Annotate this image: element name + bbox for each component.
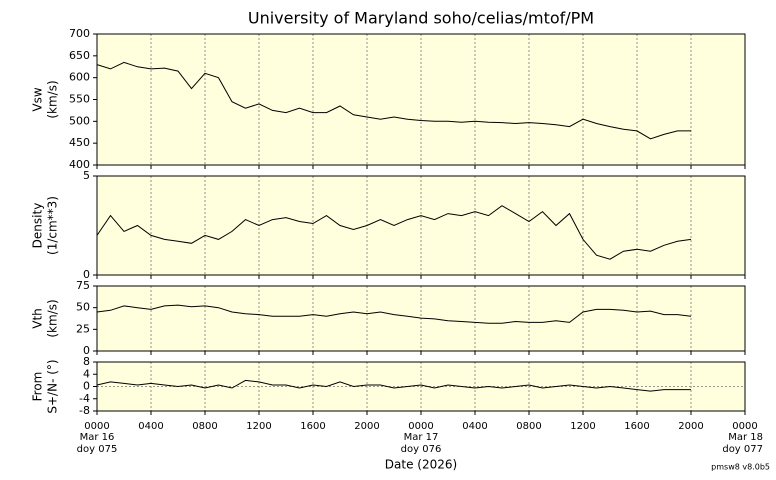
data-line: [96, 304, 692, 324]
doy-label: doy 076: [401, 444, 442, 455]
x-tick-label: 1200: [246, 421, 271, 432]
data-line: [96, 379, 691, 392]
y-tick-label: 50: [76, 301, 90, 314]
y-axis-label: From: [31, 372, 45, 402]
y-tick-label: 4: [83, 367, 90, 380]
x-tick-label: 0000: [408, 421, 433, 432]
data-line: [96, 205, 692, 260]
y-tick-label: 5: [83, 169, 90, 182]
panel-frame: [96, 285, 746, 352]
date-label: Mar 17: [404, 432, 439, 443]
x-tick-label: 2000: [354, 421, 379, 432]
y-tick-label: 550: [69, 93, 90, 106]
y-tick-label: 0: [83, 268, 90, 281]
x-tick-label: 0800: [516, 421, 541, 432]
panel-frame: [96, 361, 746, 412]
x-tick-label: 0400: [462, 421, 487, 432]
x-tick-label: 1600: [624, 421, 649, 432]
x-tick-label: 0400: [138, 421, 163, 432]
footer: pmsw8 v8.0b5: [711, 463, 770, 472]
y-axis-label: S+/N- (°): [46, 359, 60, 413]
y-tick-label: 450: [69, 136, 90, 149]
y-axis-label: Vsw: [31, 87, 45, 111]
y-axis-label: (1/cm**3): [46, 196, 60, 255]
panel-frame: [96, 175, 746, 276]
y-axis-label: (km/s): [46, 80, 60, 118]
y-tick-label: -8: [79, 404, 90, 417]
y-tick-label: 650: [69, 49, 90, 62]
x-tick-label: 0000: [84, 421, 109, 432]
y-axis-label: Vth: [31, 308, 45, 329]
x-axis-label: Date (2026): [385, 458, 457, 472]
x-tick-label: 0800: [192, 421, 217, 432]
y-tick-label: -4: [79, 392, 90, 405]
y-tick-label: 600: [69, 71, 90, 84]
chart-title: University of Maryland soho/celias/mtof/…: [248, 9, 594, 28]
date-label: Mar 16: [80, 432, 115, 443]
x-tick-label: 2000: [678, 421, 703, 432]
y-tick-label: 400: [69, 158, 90, 171]
y-axis-label: Density: [31, 203, 45, 249]
doy-label: doy 075: [77, 444, 118, 455]
y-tick-label: 8: [83, 355, 90, 368]
x-tick-label: 1600: [300, 421, 325, 432]
y-tick-label: 0: [83, 380, 90, 393]
y-tick-label: 75: [76, 279, 90, 292]
x-tick-label: 0000: [732, 421, 757, 432]
y-tick-label: 0: [83, 344, 90, 357]
y-axis-label: (km/s): [46, 299, 60, 337]
panel-frame: [96, 33, 746, 166]
date-label: Mar 18: [728, 432, 763, 443]
data-line: [96, 61, 691, 140]
y-tick-label: 500: [69, 114, 90, 127]
doy-label: doy 077: [722, 444, 763, 455]
y-tick-label: 700: [69, 27, 90, 40]
x-tick-label: 1200: [570, 421, 595, 432]
y-tick-label: 25: [76, 322, 90, 335]
